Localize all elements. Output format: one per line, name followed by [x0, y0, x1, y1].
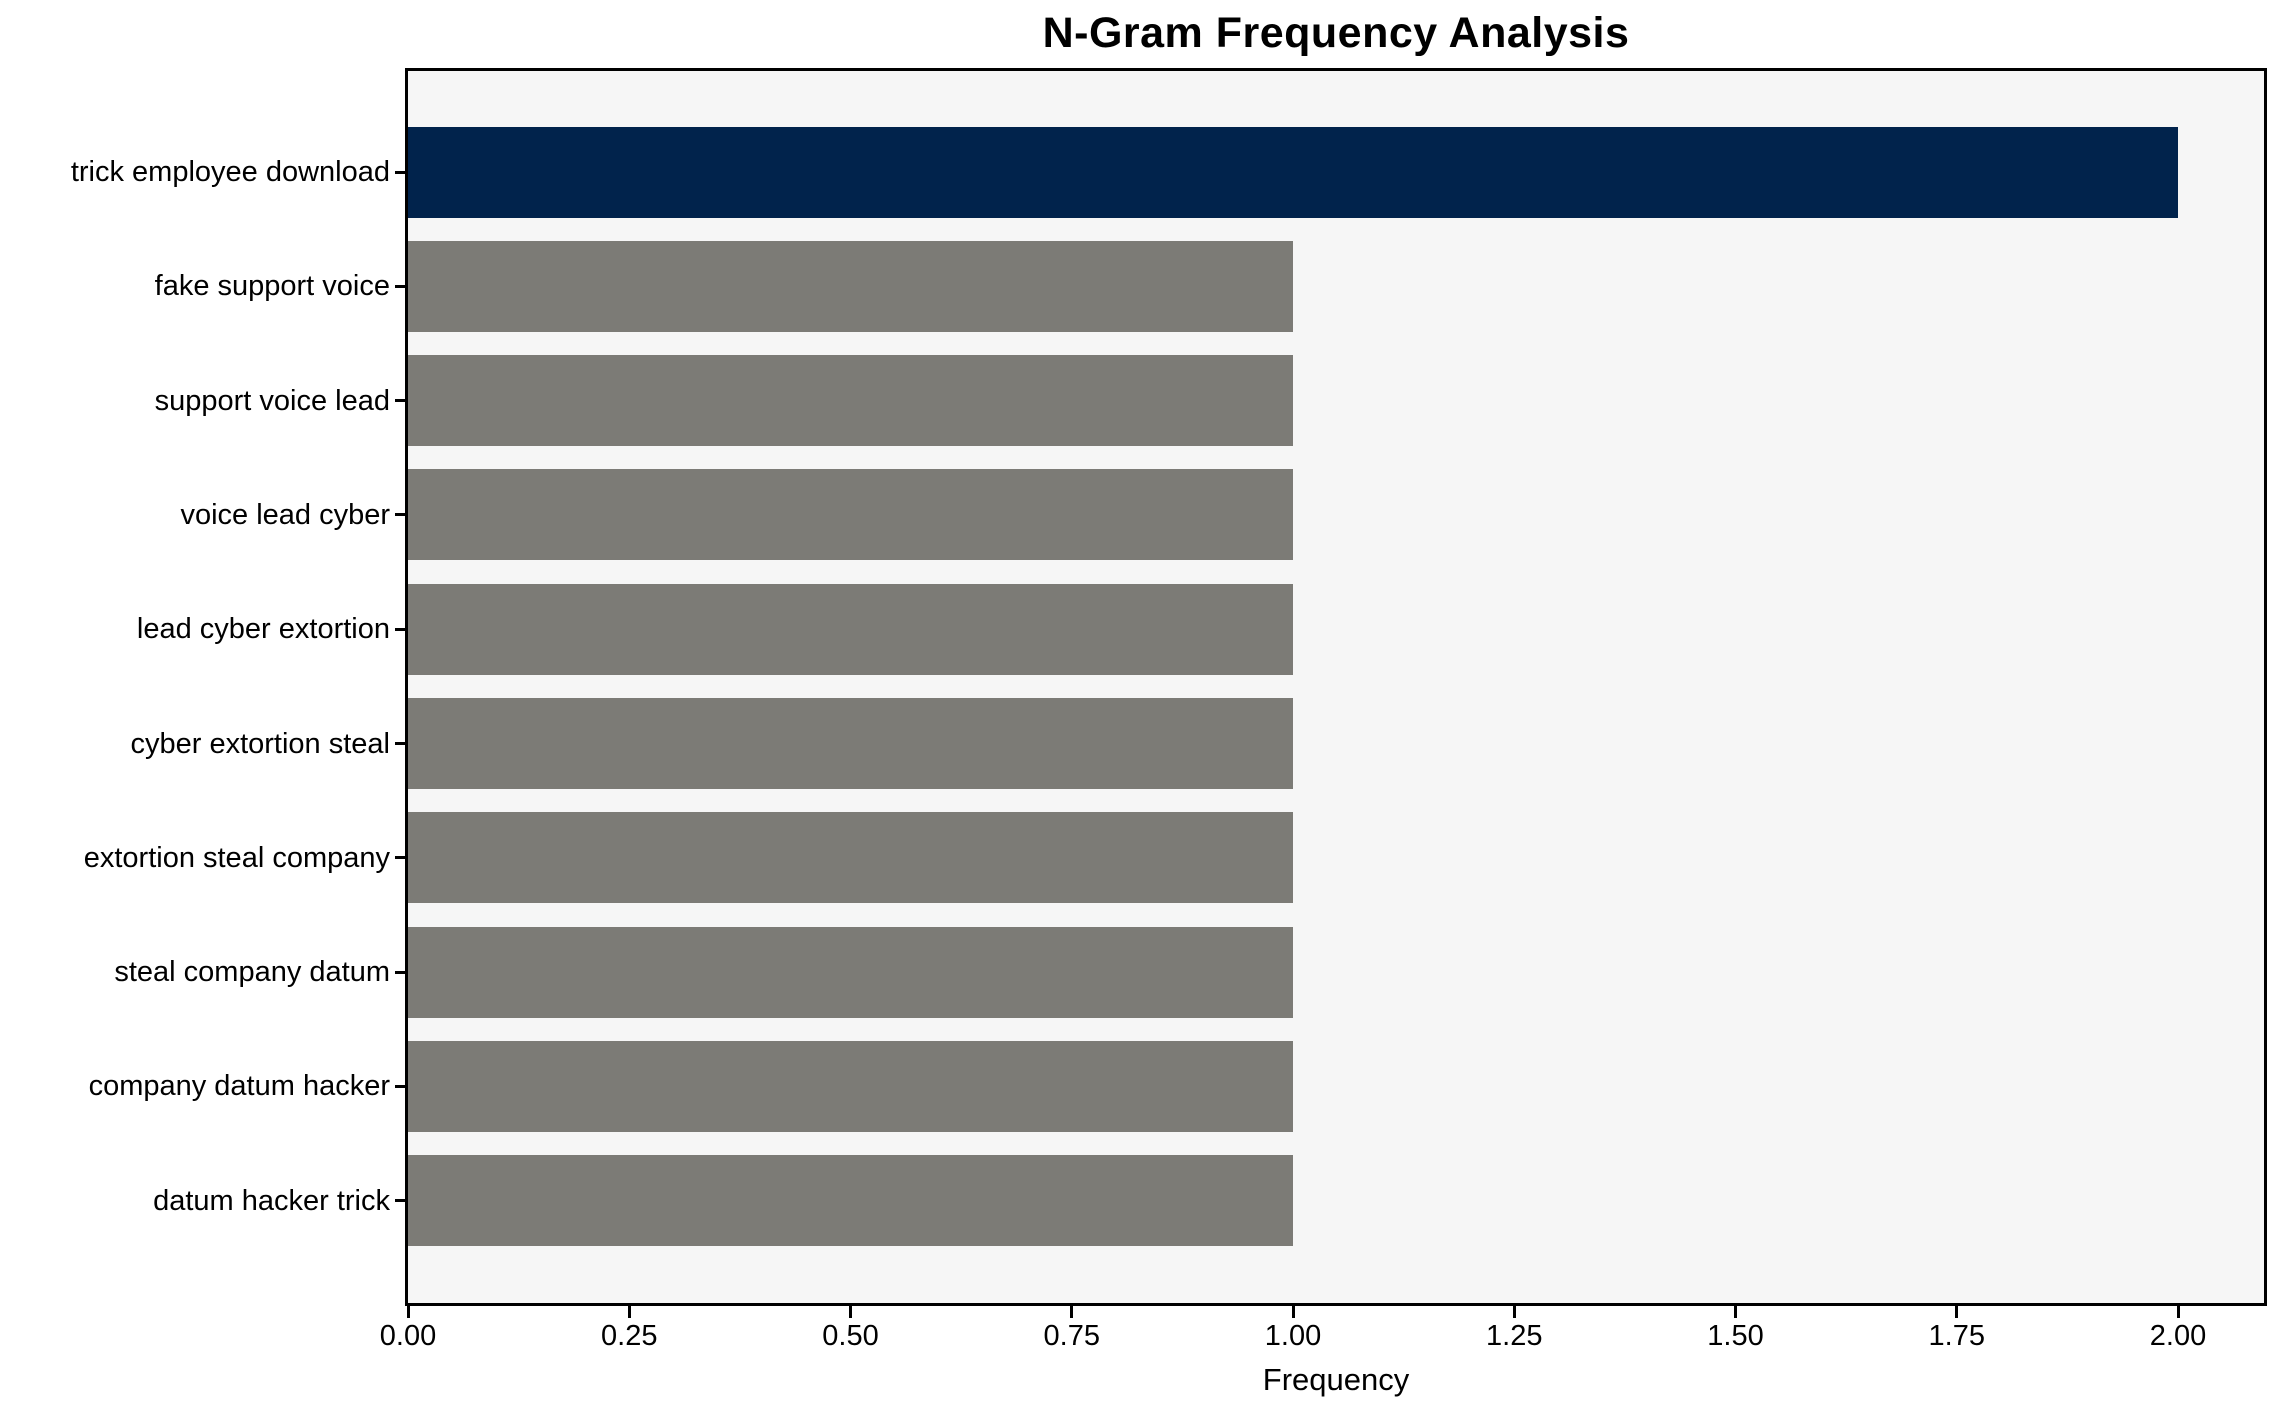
- x-tick-label-0.25: 0.25: [601, 1320, 658, 1352]
- bar-voice-lead-cyber: [408, 469, 1293, 561]
- y-label-trick-employee-download: trick employee download: [70, 156, 390, 188]
- y-label-support-voice-lead: support voice lead: [154, 384, 390, 417]
- x-tick-2.00: [2176, 1306, 2180, 1318]
- y-tick-support-voice-lead: [395, 399, 408, 403]
- bar-trick-employee-download: [408, 126, 2178, 218]
- bar-company-datum-hacker: [408, 1040, 1293, 1132]
- x-tick-1.00: [1291, 1306, 1295, 1318]
- chart-title: N-Gram Frequency Analysis: [1042, 9, 1630, 57]
- y-tick-company-datum-hacker: [395, 1084, 408, 1088]
- y-tick-lead-cyber-extortion: [395, 627, 408, 631]
- x-tick-label-2.00: 2.00: [2149, 1320, 2207, 1352]
- bar-extortion-steal-company: [408, 812, 1293, 904]
- y-tick-steal-company-datum: [395, 970, 408, 974]
- plot-area: [405, 68, 2267, 1306]
- bar-fake-support-voice: [408, 240, 1293, 332]
- x-tick-1.75: [1955, 1306, 1959, 1318]
- x-tick-0.00: [406, 1306, 410, 1318]
- y-label-cyber-extortion-steal: cyber extortion steal: [130, 727, 390, 760]
- y-label-lead-cyber-extortion: lead cyber extortion: [136, 613, 390, 646]
- x-tick-label-0.00: 0.00: [379, 1320, 437, 1352]
- x-tick-label-1.25: 1.25: [1486, 1320, 1543, 1352]
- x-tick-label-1.75: 1.75: [1928, 1320, 1985, 1352]
- y-tick-voice-lead-cyber: [395, 513, 408, 517]
- x-tick-label-0.75: 0.75: [1043, 1320, 1100, 1352]
- bar-datum-hacker-trick: [408, 1155, 1293, 1247]
- y-label-extortion-steal-company: extortion steal company: [83, 841, 390, 874]
- bar-steal-company-datum: [408, 926, 1293, 1018]
- y-label-datum-hacker-trick: datum hacker trick: [153, 1184, 390, 1217]
- x-tick-0.75: [1070, 1306, 1074, 1318]
- y-tick-datum-hacker-trick: [395, 1199, 408, 1203]
- bar-cyber-extortion-steal: [408, 698, 1293, 789]
- y-tick-cyber-extortion-steal: [395, 742, 408, 745]
- y-label-steal-company-datum: steal company datum: [114, 956, 390, 989]
- y-tick-extortion-steal-company: [395, 856, 408, 860]
- y-label-company-datum-hacker: company datum hacker: [88, 1070, 390, 1103]
- y-tick-trick-employee-download: [395, 170, 408, 174]
- y-label-voice-lead-cyber: voice lead cyber: [180, 498, 390, 531]
- y-tick-fake-support-voice: [395, 284, 408, 288]
- y-label-fake-support-voice: fake support voice: [154, 270, 390, 303]
- bar-lead-cyber-extortion: [408, 583, 1293, 675]
- x-tick-0.50: [849, 1306, 852, 1318]
- bar-support-voice-lead: [408, 355, 1293, 447]
- x-axis-label: Frequency: [1262, 1362, 1410, 1397]
- x-tick-label-1.50: 1.50: [1707, 1320, 1764, 1352]
- x-tick-label-1.00: 1.00: [1264, 1320, 1322, 1352]
- x-tick-0.25: [627, 1306, 631, 1318]
- x-tick-label-0.50: 0.50: [822, 1320, 879, 1352]
- x-tick-1.25: [1512, 1306, 1516, 1318]
- x-tick-1.50: [1734, 1306, 1737, 1318]
